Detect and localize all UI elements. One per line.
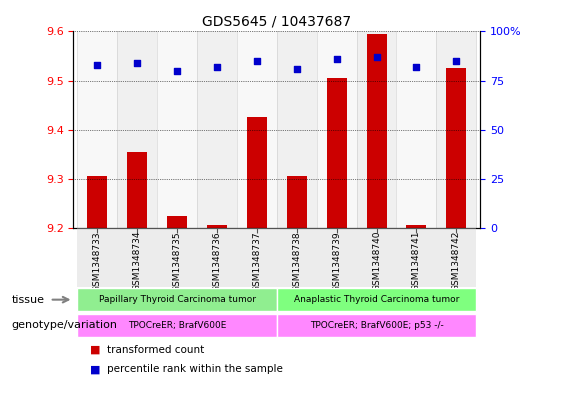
Point — [452, 58, 461, 64]
Bar — [157, 31, 197, 228]
Text: TPOCreER; BrafV600E: TPOCreER; BrafV600E — [128, 321, 227, 330]
Text: genotype/variation: genotype/variation — [11, 320, 118, 331]
Bar — [157, 228, 197, 287]
Bar — [118, 31, 157, 228]
Bar — [197, 228, 237, 287]
Bar — [287, 176, 307, 228]
Bar — [317, 31, 357, 228]
Point — [412, 64, 421, 70]
Bar — [406, 226, 427, 228]
Point — [253, 58, 262, 64]
Bar — [197, 31, 237, 228]
Text: GSM1348733: GSM1348733 — [93, 231, 102, 292]
Point — [173, 68, 182, 74]
Bar — [367, 34, 386, 228]
Point — [372, 54, 381, 60]
Text: GSM1348735: GSM1348735 — [173, 231, 181, 292]
Bar — [77, 228, 118, 287]
Text: tissue: tissue — [11, 295, 44, 305]
FancyBboxPatch shape — [77, 288, 277, 311]
FancyBboxPatch shape — [277, 314, 476, 337]
Text: GSM1348741: GSM1348741 — [412, 231, 421, 291]
Text: GSM1348737: GSM1348737 — [253, 231, 262, 292]
Text: GSM1348738: GSM1348738 — [292, 231, 301, 292]
Bar — [357, 228, 397, 287]
Bar — [127, 152, 147, 228]
FancyBboxPatch shape — [77, 314, 277, 337]
Point — [292, 66, 301, 72]
Title: GDS5645 / 10437687: GDS5645 / 10437687 — [202, 15, 351, 29]
Bar — [397, 31, 436, 228]
Text: ■: ■ — [90, 364, 101, 375]
Text: TPOCreER; BrafV600E; p53 -/-: TPOCreER; BrafV600E; p53 -/- — [310, 321, 444, 330]
Bar — [167, 216, 187, 228]
Bar — [446, 68, 466, 228]
Point — [332, 56, 341, 62]
Text: Papillary Thyroid Carcinoma tumor: Papillary Thyroid Carcinoma tumor — [99, 295, 255, 304]
Text: GSM1348736: GSM1348736 — [212, 231, 221, 292]
Bar — [77, 31, 118, 228]
Bar — [436, 31, 476, 228]
Bar — [118, 228, 157, 287]
FancyBboxPatch shape — [277, 288, 476, 311]
Bar — [207, 226, 227, 228]
Text: GSM1348739: GSM1348739 — [332, 231, 341, 292]
Text: transformed count: transformed count — [107, 345, 205, 355]
Bar — [436, 228, 476, 287]
Point — [93, 62, 102, 68]
Point — [212, 64, 221, 70]
Text: percentile rank within the sample: percentile rank within the sample — [107, 364, 283, 375]
Bar — [237, 31, 277, 228]
Text: GSM1348734: GSM1348734 — [133, 231, 142, 291]
Bar — [277, 31, 317, 228]
Text: GSM1348742: GSM1348742 — [452, 231, 461, 291]
Text: Anaplastic Thyroid Carcinoma tumor: Anaplastic Thyroid Carcinoma tumor — [294, 295, 459, 304]
Bar — [317, 228, 357, 287]
Point — [133, 60, 142, 66]
Text: GSM1348740: GSM1348740 — [372, 231, 381, 291]
Bar — [88, 176, 107, 228]
Text: ■: ■ — [90, 345, 101, 355]
Bar — [327, 78, 347, 228]
Bar — [247, 118, 267, 228]
Bar — [357, 31, 397, 228]
Bar — [237, 228, 277, 287]
Bar — [277, 228, 317, 287]
Bar — [397, 228, 436, 287]
